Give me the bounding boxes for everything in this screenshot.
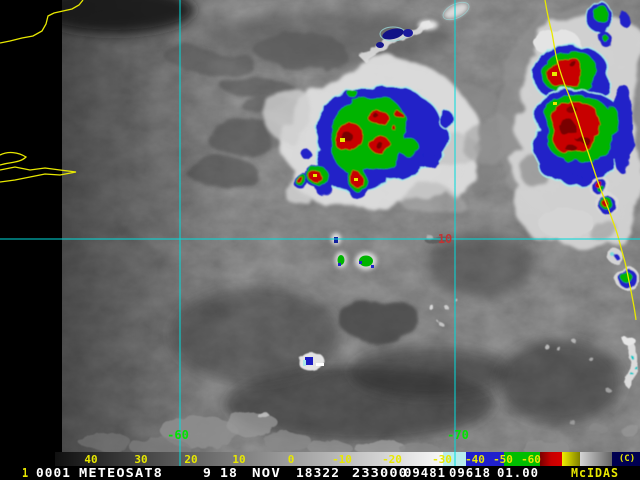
coastline-right <box>544 0 637 321</box>
longitude-label-70: -70 <box>447 428 469 442</box>
colorbar-segment-yellow <box>562 452 580 466</box>
storm-central <box>268 59 520 270</box>
colorbar-tick-10: 10 <box>232 453 245 466</box>
colorbar-tick-n30: -30 <box>432 453 452 466</box>
colorbar-segment-blue <box>466 452 504 466</box>
latitude-label: 10 <box>438 232 452 246</box>
status-julian-day: 18322 <box>296 466 340 480</box>
map-grid <box>0 0 640 466</box>
status-month: NOV <box>252 466 281 480</box>
colorbar-tick-n10: -10 <box>332 453 352 466</box>
colorbar-tick-40: 40 <box>84 453 97 466</box>
status-day: 18 <box>220 466 238 480</box>
status-satellite-name: METEOSAT8 <box>79 466 163 480</box>
colorbar-tick-n50: -50 <box>493 453 513 466</box>
colorbar-tick-0: 0 <box>288 453 295 466</box>
status-time: 233000 <box>352 466 408 480</box>
colorbar-tick-n60: -60 <box>521 453 541 466</box>
colorbar-segment-green <box>504 452 540 466</box>
colorbar-segment-gray <box>55 452 443 466</box>
coastline-left <box>0 0 84 183</box>
colorbar-segment-red <box>540 452 562 466</box>
cloud-band-top <box>360 1 470 61</box>
status-element-coord: 09618 <box>449 466 491 480</box>
colorbar-tick-n40: -40 <box>465 453 485 466</box>
longitude-label-60: -60 <box>167 428 189 442</box>
status-magnification: 01.00 <box>497 466 539 480</box>
status-bar: 1 0001 METEOSAT8 9 18 NOV 18322 233000 0… <box>0 466 640 480</box>
small-storm-cell <box>299 352 325 372</box>
colorbar-unit-label: (C) <box>619 454 635 464</box>
colorbar-segment-navy <box>612 452 640 466</box>
colorbar-tick-30: 30 <box>134 453 147 466</box>
colorbar-segment-gray2 <box>580 452 612 466</box>
status-image-number: 0001 <box>36 466 71 480</box>
status-frame: 1 <box>22 466 29 480</box>
colorbar-tick-n20: -20 <box>382 453 402 466</box>
status-app-name: McIDAS <box>571 466 619 480</box>
status-band: 9 <box>203 466 212 480</box>
status-line-coord: 09481 <box>404 466 446 480</box>
colorbar-tick-20: 20 <box>184 453 197 466</box>
no-data-strip <box>0 0 62 466</box>
colorbar: 40 30 20 10 0 -10 -20 -30 -40 -50 -60 (C… <box>0 452 640 466</box>
cloud-streak-right <box>622 335 637 388</box>
